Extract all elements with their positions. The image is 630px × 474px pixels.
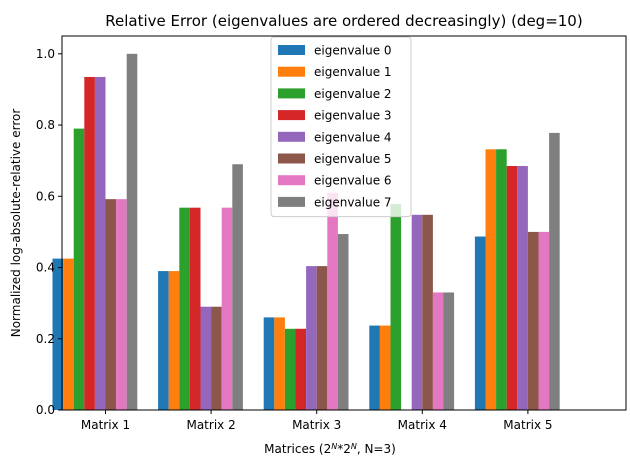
bar-eigenvalue-1-matrix-1 [63,258,74,410]
bar-eigenvalue-3-matrix-2 [189,207,201,410]
plot-frame [61,35,627,411]
legend-label: eigenvalue 5 [314,152,392,166]
bar-eigenvalue-2-matrix-4 [390,204,402,410]
legend-swatch [278,196,305,207]
bar-eigenvalue-6-matrix-5 [538,231,550,410]
y-axis-label: Normalized log-absolute-relative error [9,109,23,338]
x-tick-label: Matrix 5 [503,418,552,432]
x-tick-label: Matrix 1 [81,418,130,432]
bar-eigenvalue-4-matrix-3 [306,266,317,410]
bar-eigenvalue-6-matrix-3 [327,192,338,410]
bar-eigenvalue-0-matrix-4 [369,325,380,410]
bar-eigenvalue-6-matrix-2 [221,207,233,410]
x-axis-label: Matrices (2N*2N, N=3) [264,442,396,457]
bar-eigenvalue-2-matrix-1 [73,128,85,411]
legend-label: eigenvalue 7 [314,195,392,209]
legend-label: eigenvalue 1 [314,65,392,79]
legend-label: eigenvalue 3 [314,109,392,123]
bar-eigenvalue-7-matrix-1 [126,53,138,411]
x-tick-label: Matrix 4 [398,418,447,432]
bar-eigenvalue-2-matrix-5 [496,149,507,410]
bar-eigenvalue-3-matrix-3 [295,328,307,410]
x-tick-label: Matrix 2 [186,418,235,432]
legend: eigenvalue 0 eigenvalue 1 eigenvalue 2 eige… [270,36,412,218]
y-tick-label: 0.4 [36,261,55,275]
bar-eigenvalue-5-matrix-5 [527,231,539,410]
bar-eigenvalue-4-matrix-1 [94,76,106,411]
x-ticks-group: Matrix 1 Matrix 2 Matrix 3 Matrix 4 Matrix 5 [81,410,553,432]
bars-group [52,53,560,411]
legend-swatch [278,175,305,186]
legend-frame [270,36,412,218]
bar-eigenvalue-6-matrix-4 [432,292,444,410]
legend-swatch [278,45,305,55]
bar-eigenvalue-6-matrix-1 [116,199,127,410]
y-ticks-group: 0.0 0.2 0.4 0.6 0.8 1.0 [36,47,62,417]
y-tick-label: 1.0 [36,47,55,61]
legend-label: eigenvalue 2 [314,87,392,101]
bar-eigenvalue-5-matrix-1 [105,199,117,410]
legend-swatch [278,66,305,77]
legend-swatch [278,110,305,121]
y-tick-label: 0.6 [36,189,55,203]
legend-swatch [278,153,305,164]
bar-eigenvalue-3-matrix-1 [84,76,95,411]
bar-eigenvalue-2-matrix-3 [284,328,296,410]
bar-eigenvalue-7-matrix-3 [337,234,349,410]
bar-eigenvalue-0-matrix-2 [158,271,169,410]
y-tick-label: 0.8 [36,118,55,132]
bar-eigenvalue-5-matrix-2 [211,306,222,410]
bar-eigenvalue-4-matrix-2 [200,306,212,410]
legend-label: eigenvalue 6 [314,174,392,188]
bar-eigenvalue-0-matrix-5 [474,236,486,410]
bar-eigenvalue-1-matrix-2 [168,271,180,410]
legend-label: eigenvalue 0 [314,44,392,58]
bar-eigenvalue-5-matrix-3 [316,266,328,410]
bar-eigenvalue-0-matrix-1 [52,258,64,410]
bar-eigenvalue-1-matrix-3 [274,317,285,410]
bar-eigenvalue-5-matrix-4 [422,214,433,410]
chart-title: Relative Error (eigenvalues are ordered … [105,12,582,30]
bar-eigenvalue-1-matrix-5 [485,149,497,410]
bar-eigenvalue-3-matrix-5 [506,166,518,410]
bar-eigenvalue-4-matrix-4 [411,214,423,410]
legend-label: eigenvalue 4 [314,130,392,144]
bar-eigenvalue-7-matrix-5 [549,132,560,410]
x-tick-label: Matrix 3 [292,418,341,432]
legend-swatch [278,88,305,99]
bar-eigenvalue-0-matrix-3 [263,317,275,410]
bar-eigenvalue-7-matrix-4 [443,292,455,410]
bar-eigenvalue-7-matrix-2 [232,164,243,410]
bar-eigenvalue-1-matrix-4 [379,325,391,410]
legend-swatch [278,131,305,142]
bar-eigenvalue-4-matrix-5 [517,166,528,410]
y-tick-label: 0.0 [36,403,55,417]
y-tick-label: 0.2 [36,332,55,346]
bar-eigenvalue-2-matrix-2 [179,207,190,410]
